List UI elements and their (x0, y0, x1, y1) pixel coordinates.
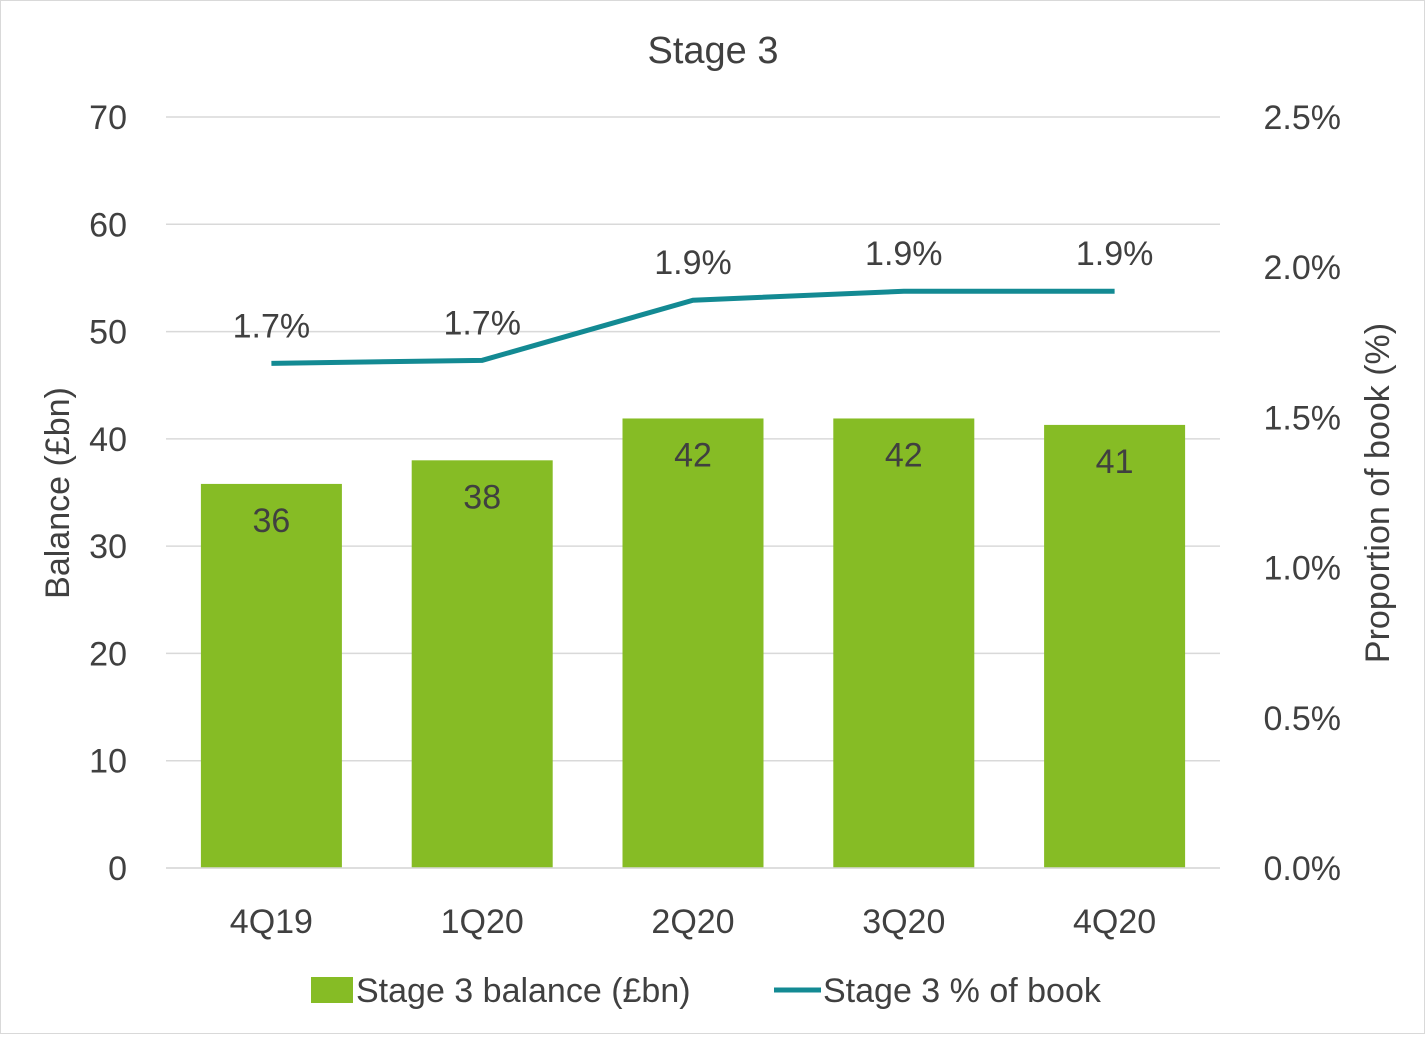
y2-tick-label: 1.5% (1264, 399, 1342, 437)
bar-data-label: 38 (463, 478, 501, 516)
line-data-label: 1.7% (443, 304, 521, 342)
line-data-label: 1.9% (1076, 235, 1154, 273)
line-data-label: 1.9% (654, 244, 732, 282)
legend-line-label: Stage 3 % of book (823, 972, 1102, 1010)
x-tick-label: 1Q20 (441, 903, 524, 941)
y2-tick-label: 2.5% (1264, 99, 1342, 137)
x-tick-label: 4Q20 (1073, 903, 1156, 941)
bar-1Q20 (412, 460, 553, 868)
bar-data-label: 42 (674, 436, 712, 474)
bar-data-label: 42 (885, 436, 923, 474)
y2-tick-label: 1.0% (1264, 550, 1342, 588)
y-tick-label: 40 (89, 421, 127, 459)
x-tick-label: 4Q19 (230, 903, 313, 941)
x-tick-label: 2Q20 (651, 903, 734, 941)
y-tick-label: 30 (89, 528, 127, 566)
y-tick-label: 20 (89, 635, 127, 673)
y2-tick-label: 2.0% (1264, 249, 1342, 287)
bar-2Q20 (623, 418, 764, 868)
bar-3Q20 (833, 418, 974, 868)
line-data-label: 1.7% (233, 307, 311, 345)
y-tick-label: 60 (89, 206, 127, 244)
y2-tick-label: 0.0% (1264, 850, 1342, 888)
bar-4Q20 (1044, 425, 1185, 868)
y2-axis-label: Proportion of book (%) (1359, 323, 1397, 663)
y-tick-label: 10 (89, 743, 127, 781)
legend-bar-label: Stage 3 balance (£bn) (356, 972, 691, 1010)
chart-title: Stage 3 (648, 30, 779, 72)
bar-data-label: 41 (1096, 443, 1134, 481)
bar-data-label: 36 (252, 502, 290, 540)
y-tick-label: 0 (108, 850, 127, 888)
line-data-label: 1.9% (865, 235, 943, 273)
series-line (271, 291, 1114, 363)
legend: Stage 3 balance (£bn) Stage 3 % of book (311, 972, 1102, 1010)
y2-tick-label: 0.5% (1264, 700, 1342, 738)
y-tick-label: 70 (89, 99, 127, 137)
x-tick-label: 3Q20 (862, 903, 945, 941)
y-axis-label: Balance (£bn) (39, 387, 77, 599)
legend-bar-swatch (311, 977, 353, 1003)
y-tick-label: 50 (89, 314, 127, 352)
bar-4Q19 (201, 484, 342, 868)
